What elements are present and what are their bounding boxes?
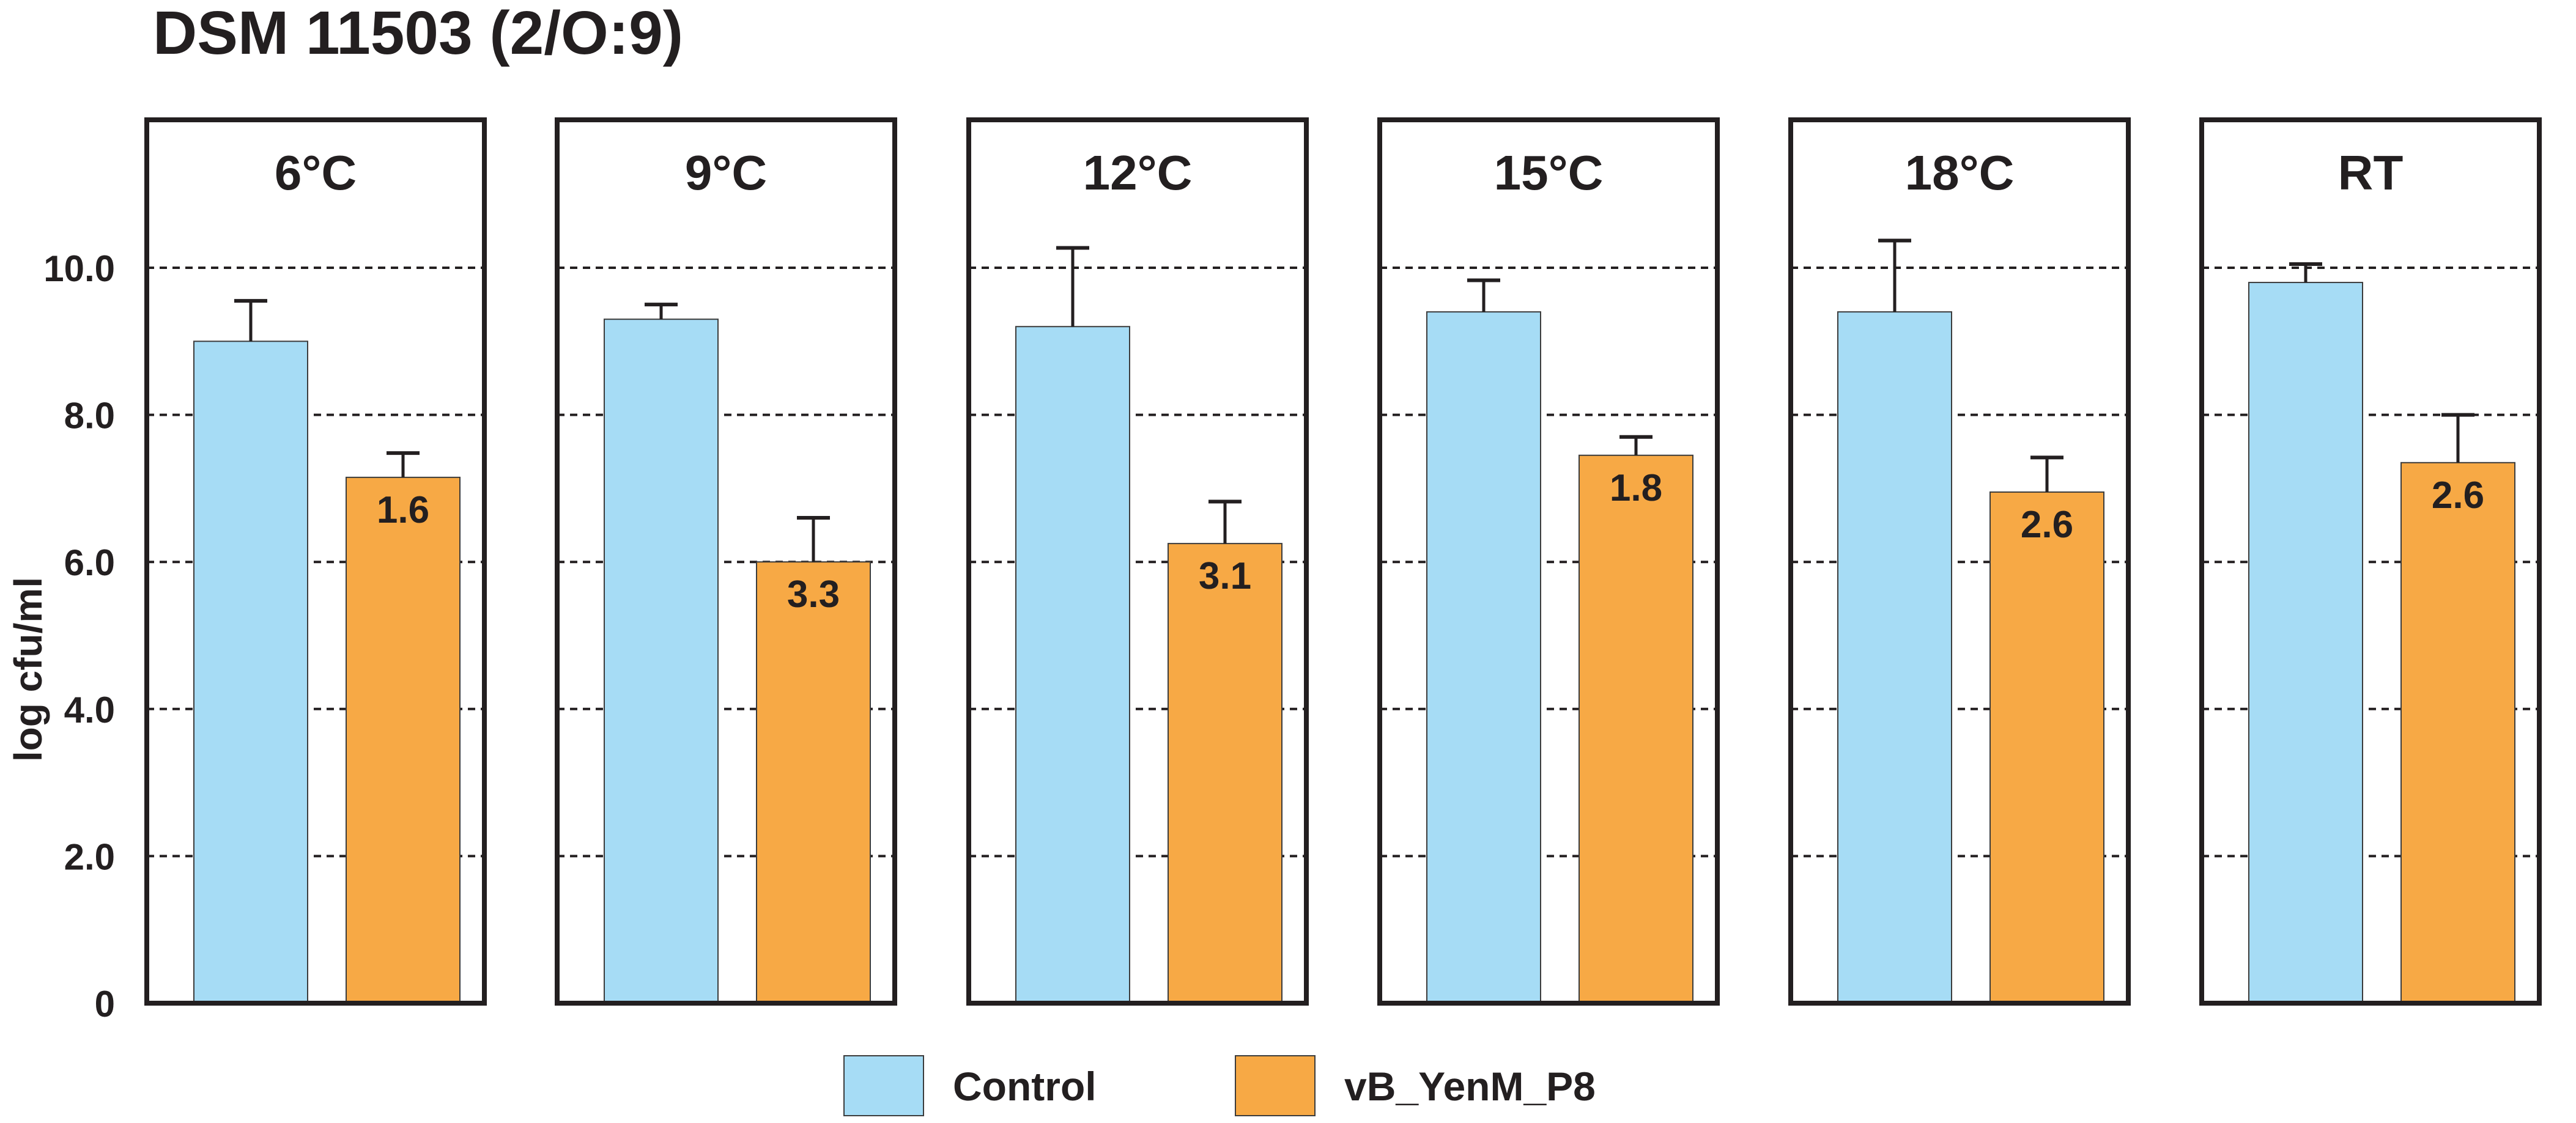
- data-label: 2.6: [2432, 474, 2484, 517]
- control-bar: [2248, 282, 2363, 1004]
- data-label: 1.6: [377, 489, 429, 531]
- data-label: 3.1: [1199, 555, 1251, 597]
- legend-swatch-vb-yenm-p8: [1235, 1055, 1316, 1116]
- panel-frame: [1377, 117, 1720, 1006]
- panel-title: RT: [2338, 145, 2404, 200]
- y-tick-label: 6.0: [64, 542, 115, 583]
- phage-bar: [2400, 462, 2515, 1004]
- phage-bar: [756, 561, 871, 1004]
- y-tick-label: 10.0: [43, 248, 115, 289]
- panel-frame: [1788, 117, 2131, 1006]
- data-label: 1.8: [1610, 467, 1662, 509]
- legend-swatch-control: [843, 1055, 924, 1116]
- data-label: 3.3: [787, 573, 840, 616]
- panel-frame: [966, 117, 1309, 1006]
- panel-title: 9°C: [685, 145, 767, 200]
- panel-rt: 2.6 RT: [2199, 117, 2542, 1006]
- y-axis-label: log cfu/ml: [6, 577, 50, 762]
- y-tick-label: 8.0: [64, 396, 115, 436]
- panel-6c: 1.6 6°C: [144, 117, 487, 1006]
- chart-title: DSM 11503 (2/O:9): [153, 0, 683, 67]
- legend-label-control: Control: [953, 1064, 1097, 1109]
- panel-frame: [2199, 117, 2542, 1006]
- control-bar: [1426, 311, 1541, 1004]
- phage-bar: [1168, 543, 1282, 1004]
- panels: 1.6 6°C 3.3 9°C 3.1 12°C 1.8 15°C 2.6 18°C 2.6 RT: [144, 117, 2542, 1006]
- y-tick-label: 0: [95, 984, 115, 1025]
- panel-title: 12°C: [1083, 145, 1193, 200]
- panel-18c: 2.6 18°C: [1788, 117, 2131, 1006]
- panel-title: 15°C: [1494, 145, 1604, 200]
- panel-12c: 3.1 12°C: [966, 117, 1309, 1006]
- control-bar: [1015, 326, 1130, 1004]
- legend: Control vB_YenM_P8: [843, 1055, 1596, 1116]
- panel-title: 6°C: [275, 145, 357, 200]
- panel-15c: 1.8 15°C: [1377, 117, 1720, 1006]
- panel-frame: [555, 117, 897, 1006]
- control-bar: [193, 341, 308, 1004]
- legend-label-vb-yenm-p8: vB_YenM_P8: [1344, 1064, 1596, 1109]
- data-label: 2.6: [2021, 504, 2073, 546]
- control-bar: [1837, 311, 1952, 1004]
- control-bar: [604, 318, 719, 1004]
- panel-9c: 3.3 9°C: [555, 117, 897, 1006]
- phage-bar: [1989, 491, 2104, 1004]
- y-axis-ticks: 0 2.0 4.0 6.0 8.0 10.0: [43, 248, 115, 1025]
- panel-frame: [144, 117, 487, 1006]
- phage-bar: [346, 476, 461, 1004]
- panel-title: 18°C: [1905, 145, 2015, 200]
- y-tick-label: 4.0: [64, 690, 115, 731]
- phage-bar: [1579, 454, 1693, 1004]
- y-tick-label: 2.0: [64, 836, 115, 877]
